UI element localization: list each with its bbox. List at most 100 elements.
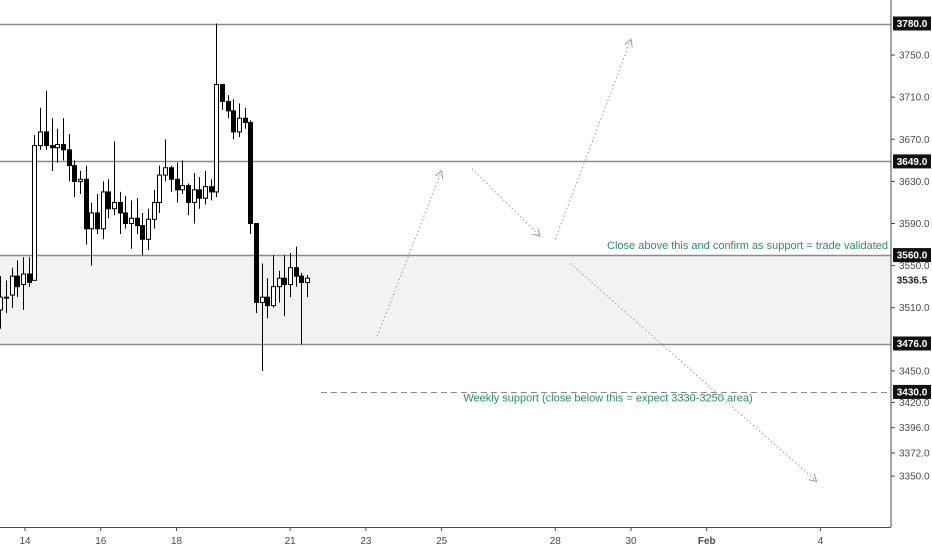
candle-body	[282, 277, 287, 286]
candle-body	[288, 267, 293, 286]
candle	[61, 118, 66, 161]
candle-body	[248, 121, 253, 224]
candle-body	[84, 178, 89, 230]
candle-body	[50, 145, 55, 149]
y-tick-label: 3450.0	[899, 366, 930, 377]
candle	[243, 107, 248, 129]
time-axis[interactable]: 14 16 18 21 23 25 28 30 Feb 4	[0, 527, 891, 547]
y-tick-label: 3670.0	[899, 135, 930, 146]
candlesticks	[0, 23, 310, 371]
x-tick-label: 16	[95, 536, 107, 547]
candle	[260, 263, 265, 371]
candle-body	[260, 296, 265, 303]
projection-arrow	[471, 168, 541, 237]
candle-body	[163, 167, 168, 176]
level-price-label-text: 3780.0	[897, 19, 928, 30]
level-price-label-box	[893, 16, 931, 31]
zone-rect	[0, 255, 891, 344]
candle-body	[89, 212, 94, 230]
candle-body	[192, 189, 197, 203]
level-price-label-box	[893, 248, 931, 263]
candle	[282, 255, 287, 317]
candle	[197, 177, 202, 209]
candle	[186, 183, 191, 216]
price-levels	[0, 23, 891, 393]
candle-body	[140, 225, 145, 240]
x-tick-label: 25	[436, 536, 448, 547]
x-tick-label: 18	[171, 536, 183, 547]
candle	[152, 189, 157, 229]
candle-body	[203, 186, 208, 199]
candle-body	[152, 201, 157, 220]
y-tick-label: 3630.0	[899, 177, 930, 188]
candle-body	[271, 286, 276, 307]
candle-body	[101, 191, 106, 230]
candle-body	[209, 186, 214, 193]
level-price-label-text: 3476.0	[897, 339, 928, 350]
level-price-label-box	[893, 154, 931, 169]
candle	[89, 202, 94, 266]
candle-body	[118, 201, 123, 214]
candle	[226, 95, 231, 119]
annotation-weekly-support: Weekly support (close below this = expec…	[463, 392, 752, 404]
candle-body	[157, 174, 162, 203]
candle	[0, 276, 3, 329]
projection-arrow	[570, 263, 818, 483]
y-tick-label: 3590.0	[899, 219, 930, 230]
candle	[50, 118, 55, 171]
y-tick-label: 3510.0	[899, 303, 930, 314]
candle	[112, 141, 117, 216]
candle	[277, 270, 282, 303]
candle-body	[67, 149, 72, 167]
candle-body	[231, 110, 236, 133]
candle-body	[10, 275, 15, 296]
candle-body	[78, 178, 83, 182]
candle	[254, 223, 259, 313]
candle-body	[135, 217, 140, 227]
candle	[95, 194, 100, 235]
last-price-label-box	[893, 272, 931, 287]
candle	[67, 134, 72, 182]
annotation-trade-validated: Close above this and confirm as support …	[607, 240, 888, 252]
candle	[203, 170, 208, 205]
candle	[237, 103, 242, 138]
candle	[38, 107, 43, 150]
candle	[265, 278, 270, 319]
candle	[55, 128, 60, 163]
candle-body	[129, 217, 134, 225]
candle	[118, 191, 123, 235]
candle-body	[169, 167, 174, 180]
price-axis[interactable]: 3750.0 3710.0 3670.0 3630.0 3590.0 3550.0 3510…	[890, 0, 930, 527]
annotations: Close above this and confirm as support …	[463, 240, 888, 405]
candle-body	[299, 275, 304, 283]
y-tick-label: 3420.0	[899, 398, 930, 409]
candle-body	[265, 296, 270, 307]
candle	[32, 135, 37, 281]
candle-body	[146, 218, 151, 240]
support-zone	[0, 255, 891, 344]
candle	[44, 90, 49, 150]
candle	[175, 162, 180, 203]
level-price-label-box	[893, 336, 931, 351]
candle-body	[106, 191, 111, 210]
candle-body	[55, 144, 60, 149]
candle	[4, 280, 9, 313]
y-tick-label: 3350.0	[899, 472, 930, 483]
candle-body	[72, 165, 77, 182]
candle-body	[237, 117, 242, 133]
x-tick-label: 28	[550, 536, 562, 547]
x-tick-label: 30	[625, 536, 637, 547]
y-tick-label: 3550.0	[899, 261, 930, 272]
projection-arrow	[554, 38, 633, 240]
candle	[248, 120, 253, 235]
x-tick-label: 23	[360, 536, 372, 547]
level-price-label-text: 3649.0	[897, 157, 928, 168]
x-tick-label: Feb	[698, 536, 716, 547]
candle-body	[21, 273, 26, 286]
candle-body	[95, 212, 100, 230]
candle-body	[32, 145, 37, 281]
candle	[10, 267, 15, 308]
level-price-label-text: 3430.0	[897, 387, 928, 398]
candle-body	[243, 117, 248, 123]
